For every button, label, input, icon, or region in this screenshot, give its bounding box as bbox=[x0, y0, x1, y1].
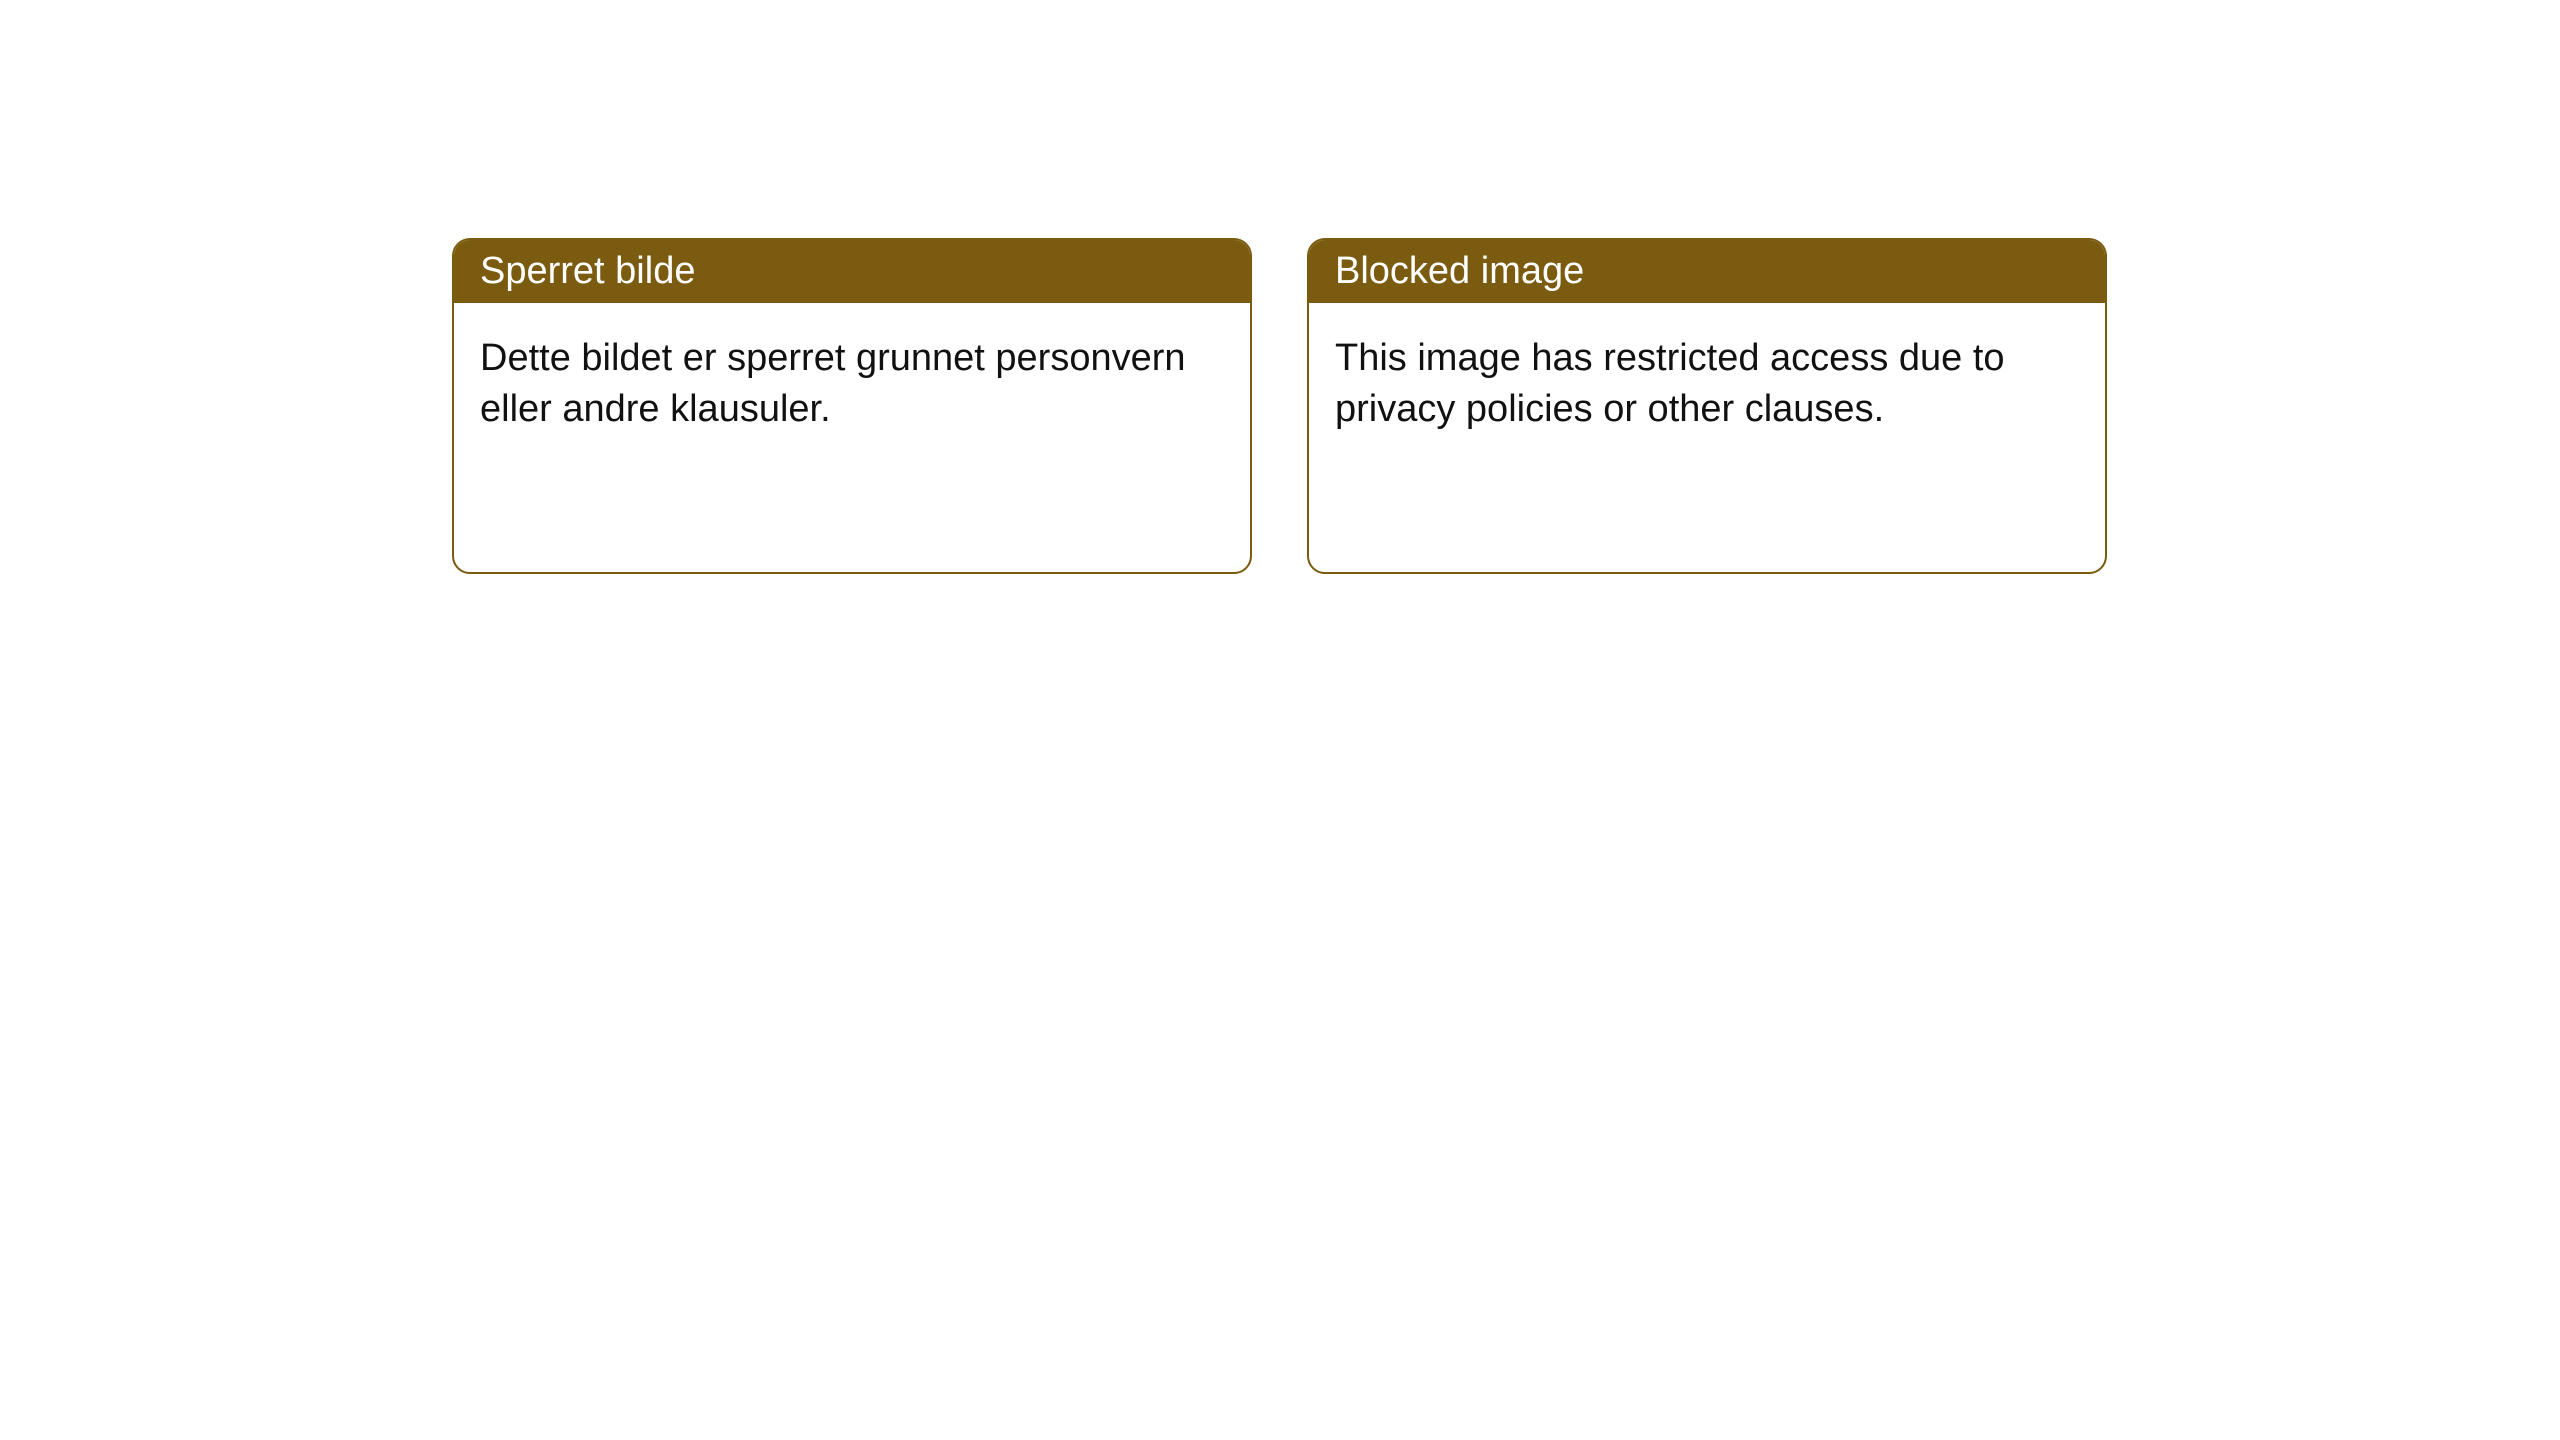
notice-card-english: Blocked image This image has restricted … bbox=[1307, 238, 2107, 574]
notice-card-norwegian: Sperret bilde Dette bildet er sperret gr… bbox=[452, 238, 1252, 574]
notice-card-title: Blocked image bbox=[1309, 240, 2105, 303]
notice-card-title: Sperret bilde bbox=[454, 240, 1250, 303]
notice-card-body: This image has restricted access due to … bbox=[1309, 303, 2105, 466]
notice-card-body: Dette bildet er sperret grunnet personve… bbox=[454, 303, 1250, 466]
notice-card-row: Sperret bilde Dette bildet er sperret gr… bbox=[452, 238, 2107, 574]
